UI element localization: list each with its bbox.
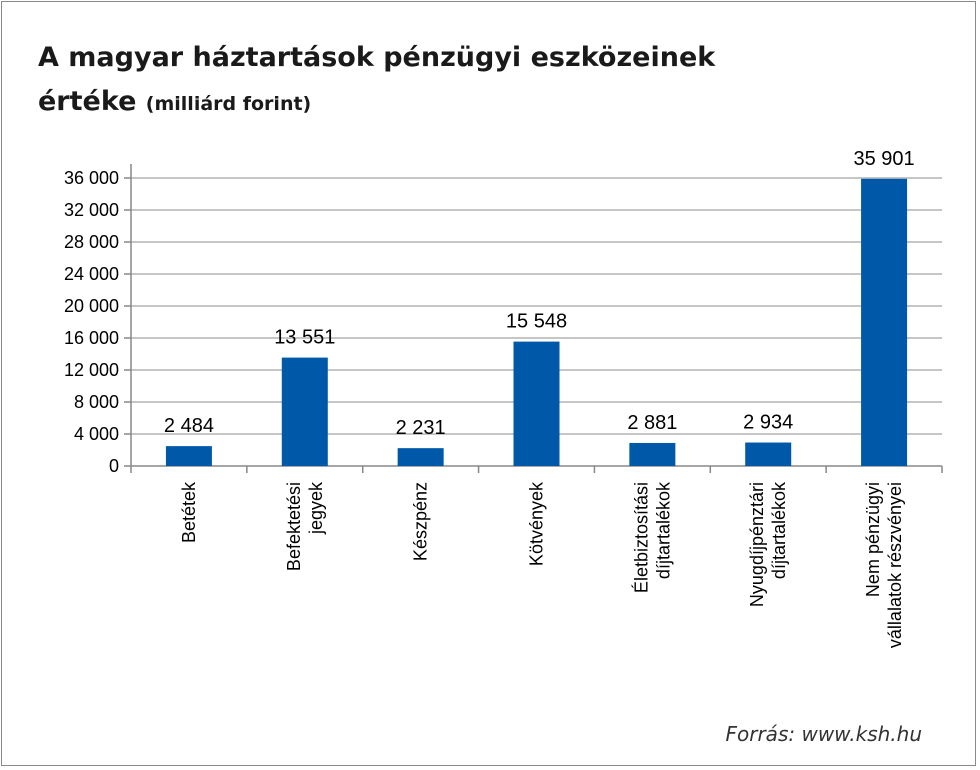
x-category-label-line: Betétek xyxy=(179,481,199,543)
bar xyxy=(745,442,792,466)
y-tick-label: 28 000 xyxy=(64,232,119,252)
x-category-label-line: Életbiztosítási xyxy=(631,482,651,593)
y-tick-label: 20 000 xyxy=(64,296,119,316)
chart-title-main: A magyar háztartások pénzügyi eszközeine… xyxy=(38,42,716,117)
x-category-label: Befektetési jegyek xyxy=(284,481,326,571)
bar xyxy=(861,178,908,467)
data-label: 13 551 xyxy=(274,327,335,349)
x-category-label-line: Kötvények xyxy=(527,481,547,566)
x-category-label-line: jegyek xyxy=(306,481,326,535)
y-tick-label: 12 000 xyxy=(64,360,119,380)
source-note: Forrás: www.ksh.hu xyxy=(725,722,923,746)
y-tick-label: 24 000 xyxy=(64,264,119,284)
y-tick-label: 8 000 xyxy=(74,392,119,412)
y-tick-label: 16 000 xyxy=(64,328,119,348)
x-category-label: Nyugdíjpénztári díjtartalékok xyxy=(747,481,789,607)
x-category-label-line: Befektetési xyxy=(284,482,304,571)
y-tick-label: 36 000 xyxy=(64,168,119,188)
x-category-label: Kötvények xyxy=(527,481,547,566)
x-category-label-line: díjtartalékok xyxy=(653,481,673,579)
y-tick-label: 0 xyxy=(109,456,119,476)
x-category-label: Életbiztosítási díjtartalékok xyxy=(631,481,673,593)
x-category-label: Nem pénzügyi vállalatok részvényei xyxy=(863,482,905,648)
x-category-label-line: vállalatok részvényei xyxy=(885,482,905,648)
bar xyxy=(281,357,328,466)
data-label: 2 484 xyxy=(164,415,214,437)
data-label: 15 548 xyxy=(506,311,567,333)
data-label: 2 231 xyxy=(396,417,446,439)
data-label: 2 934 xyxy=(743,412,793,434)
x-category-label-line: Nyugdíjpénztári xyxy=(747,482,767,607)
bar xyxy=(397,448,444,466)
data-label: 35 901 xyxy=(853,148,914,170)
bar xyxy=(165,446,212,466)
data-label: 2 881 xyxy=(627,412,677,434)
bar xyxy=(629,442,676,466)
bar xyxy=(513,341,560,466)
x-category-label: Készpénz xyxy=(411,482,431,561)
y-tick-label: 32 000 xyxy=(64,200,119,220)
x-category-label-line: Nem pénzügyi xyxy=(863,482,883,597)
x-category-label-line: Készpénz xyxy=(411,482,431,561)
chart-title-unit: (milliárd forint) xyxy=(145,93,312,115)
chart-title: A magyar háztartások pénzügyi eszközeine… xyxy=(38,36,738,126)
x-category-label-line: díjtartalékok xyxy=(769,481,789,579)
x-category-label: Betétek xyxy=(179,481,199,543)
y-tick-label: 4 000 xyxy=(74,424,119,444)
